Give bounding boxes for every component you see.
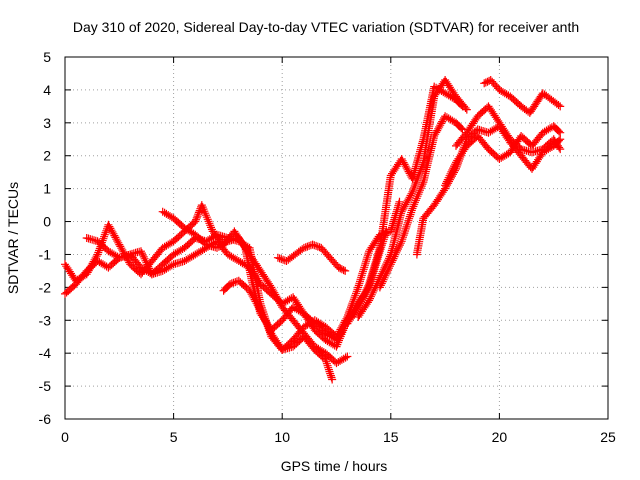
x-tick-label: 15 [383,429,399,445]
series-track-11 [441,122,565,190]
y-axis-label: SDTVAR / TECUs [5,182,21,294]
plus-markers-track-4 [158,207,352,368]
plus-markers-track-12 [452,102,565,157]
plot-area-border [64,56,609,420]
y-tick-label: -1 [39,246,52,262]
x-tick-label: 0 [61,429,69,445]
chart-title: Day 310 of 2020, Sidereal Day-to-day VTE… [73,19,579,35]
y-tick-label: 1 [43,181,51,197]
data-points [61,76,565,384]
plus-markers-track-11 [441,122,565,190]
y-tick-label: 4 [43,82,51,98]
x-axis-label: GPS time / hours [281,458,388,474]
series-track-12 [452,102,565,157]
x-tick-label: 10 [274,429,290,445]
y-tick-label: 0 [43,214,51,230]
plus-markers-track-9 [375,112,467,292]
plus-markers-track-5 [219,197,404,354]
series-track-8 [354,76,471,321]
series-track-13 [480,76,565,117]
y-tick-label: 2 [43,148,51,164]
series-track-6 [273,240,350,275]
x-tick-label: 20 [492,429,508,445]
y-tick-label: -4 [39,345,52,361]
plus-markers-track-6 [273,240,350,275]
y-tick-label: 5 [43,49,51,65]
x-tick-label: 25 [600,429,616,445]
y-tick-label: -3 [39,312,52,328]
y-tick-label: -5 [39,378,52,394]
series-track-9 [375,112,467,292]
axis-ticks: 0 5 10 15 20 25 -6 -5 -4 -3 -2 -1 0 1 2 3 4 5 [39,49,616,445]
x-tick-label: 5 [170,429,178,445]
y-tick-label: 3 [43,115,51,131]
plus-markers-track-13 [480,76,565,117]
y-tick-label: -6 [39,411,52,427]
series-track-5 [219,197,404,354]
plus-markers-track-8 [354,76,471,321]
y-tick-label: -2 [39,279,52,295]
series-track-4 [158,207,352,368]
